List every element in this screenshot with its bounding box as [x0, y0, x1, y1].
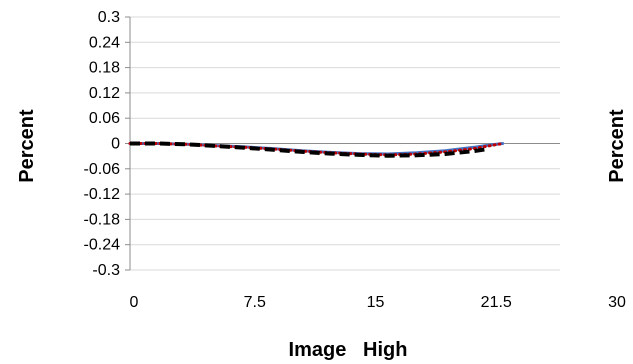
series-lines — [128, 141, 505, 158]
x-tick-label: 21.5 — [481, 294, 512, 311]
y-tick-label: 0.3 — [98, 9, 120, 26]
y-tick-label: -0.24 — [84, 237, 121, 254]
y-tick-label: -0.06 — [84, 161, 121, 178]
y-axis-title: Percent — [16, 109, 38, 183]
y-tick-label: 0.06 — [89, 110, 120, 127]
y-axis-title-secondary: Percent — [606, 109, 628, 183]
x-tick-label: 0 — [130, 294, 139, 311]
y-tick-label: 0 — [111, 136, 120, 153]
x-tick-label: 30 — [608, 294, 626, 311]
y-tick-label: -0.3 — [92, 262, 120, 279]
tick-labels: 0.3 0.24 0.18 0.12 0.06 0 -0.06 -0.12 -0.18 -0.24… — [84, 9, 626, 311]
x-tick-label: 7.5 — [244, 294, 266, 311]
y-tick-label: 0.18 — [89, 60, 120, 77]
series-line-3 — [130, 141, 489, 158]
y-tick-label: 0.24 — [89, 34, 120, 51]
x-tick-label: 15 — [367, 294, 385, 311]
y-tick-label: -0.12 — [84, 186, 121, 203]
y-tick-label: -0.18 — [84, 211, 121, 228]
y-tick-label: 0.12 — [89, 85, 120, 102]
x-axis-title: Image High — [289, 339, 408, 361]
